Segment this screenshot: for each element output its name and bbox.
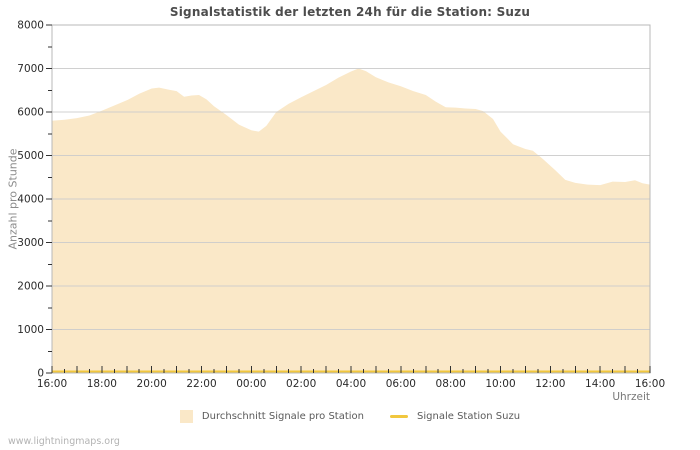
x-tick-label: 16:00 bbox=[37, 378, 67, 390]
x-tick-label: 02:00 bbox=[286, 378, 316, 390]
chart-title: Signalstatistik der letzten 24h für die … bbox=[169, 5, 531, 19]
legend-item-station: Signale Station Suzu bbox=[390, 411, 520, 422]
x-tick-label: 20:00 bbox=[137, 378, 167, 390]
x-tick-label: 10:00 bbox=[485, 378, 515, 390]
x-tick-label: 12:00 bbox=[535, 378, 565, 390]
y-tick-label: 2000 bbox=[17, 281, 44, 293]
x-tick-label: 00:00 bbox=[236, 378, 266, 390]
legend-label-average: Durchschnitt Signale pro Station bbox=[201, 411, 365, 422]
x-tick-label: 04:00 bbox=[336, 378, 366, 390]
legend-item-average: Durchschnitt Signale pro Station bbox=[179, 410, 365, 423]
x-axis-title: Uhrzeit bbox=[612, 391, 650, 403]
x-tick-label: 22:00 bbox=[186, 378, 216, 390]
x-tick-label: 16:00 bbox=[635, 378, 665, 390]
area-swatch-icon bbox=[179, 410, 193, 423]
x-tick-label: 08:00 bbox=[436, 378, 466, 390]
x-tick-label: 06:00 bbox=[386, 378, 416, 390]
y-tick-label: 1000 bbox=[17, 324, 44, 336]
y-tick-label: 7000 bbox=[17, 63, 44, 75]
y-tick-label: 8000 bbox=[17, 20, 44, 32]
area-series bbox=[52, 68, 650, 373]
x-tick-label: 14:00 bbox=[585, 378, 615, 390]
y-tick-label: 0 bbox=[37, 368, 44, 380]
x-tick-label: 18:00 bbox=[87, 378, 117, 390]
line-swatch-icon bbox=[390, 415, 409, 418]
y-tick-label: 3000 bbox=[17, 237, 44, 249]
y-axis-title: Anzahl pro Stunde bbox=[6, 148, 20, 250]
y-tick-label: 4000 bbox=[17, 194, 44, 206]
y-tick-label: 5000 bbox=[17, 150, 44, 162]
chart-legend: Durchschnitt Signale pro Station Signale… bbox=[0, 410, 700, 423]
y-tick-label: 6000 bbox=[17, 107, 44, 119]
watermark: www.lightningmaps.org bbox=[8, 436, 120, 447]
legend-label-station: Signale Station Suzu bbox=[417, 411, 521, 422]
